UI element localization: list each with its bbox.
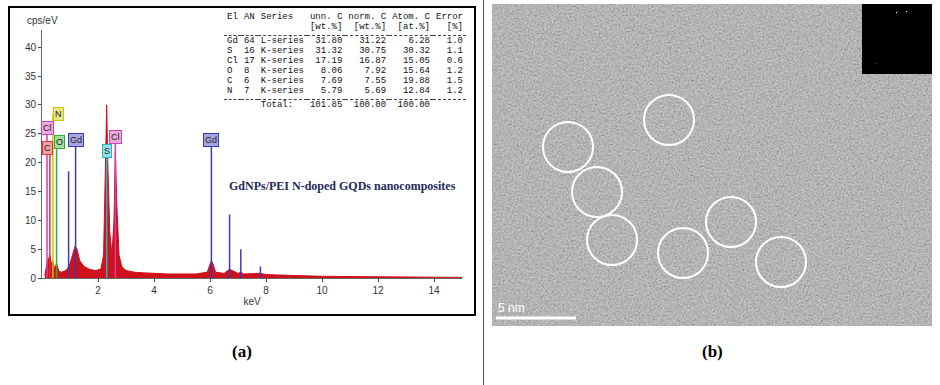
html-text:Total:: Total: (260, 100, 294, 110)
svg-text:0: 0 (30, 273, 36, 284)
html-text:31.32: 31.32 (315, 46, 343, 56)
html-text:0.6: 0.6 (446, 56, 463, 66)
html-text:S: S (227, 46, 233, 56)
svg-text:25: 25 (25, 128, 37, 139)
html-text:7: 7 (243, 86, 250, 96)
svg-text:keV: keV (243, 296, 261, 307)
html-text:Gd: Gd (227, 36, 238, 46)
html-text:7.92: 7.92 (364, 66, 387, 76)
html-text:N: N (227, 86, 233, 96)
html-text:1.2: 1.2 (446, 86, 463, 96)
html-text:unn. C: unn. C (310, 12, 343, 22)
html-text:Atom. C: Atom. C (392, 12, 430, 22)
html-text:100.00: 100.00 (397, 100, 430, 110)
svg-text:14: 14 (428, 285, 440, 296)
svg-text:15: 15 (25, 186, 37, 197)
svg-text:Gd: Gd (205, 135, 217, 145)
html-text:1.0: 1.0 (446, 36, 463, 46)
html-text:L-series: L-series (260, 36, 304, 46)
svg-text:Cl: Cl (43, 123, 52, 133)
html-text:1.5: 1.5 (446, 76, 463, 86)
html-text:64: 64 (243, 36, 255, 46)
html-text:K-series: K-series (260, 76, 304, 86)
svg-text:30: 30 (25, 99, 37, 110)
svg-text:N: N (55, 109, 62, 119)
html-text:101.85: 101.85 (310, 100, 343, 110)
svg-text:8: 8 (263, 285, 269, 296)
html-text:(a): (a) (232, 342, 252, 361)
html-text:31.80: 31.80 (315, 36, 343, 46)
html-text:K-series: K-series (260, 56, 304, 66)
html-text:(b): (b) (702, 342, 723, 361)
svg-text:35: 35 (25, 71, 37, 82)
html-text:17.19: 17.19 (315, 56, 343, 66)
html-text:8.06: 8.06 (320, 66, 343, 76)
html-text:19.88: 19.88 (403, 76, 430, 86)
html-text:AN: AN (243, 12, 255, 22)
html-text:1.1: 1.1 (446, 46, 463, 56)
html-text:30.32: 30.32 (403, 46, 430, 56)
html-text:Series: Series (260, 12, 294, 22)
html-text:7.69: 7.69 (320, 76, 343, 86)
html-text:1.2: 1.2 (446, 66, 463, 76)
html-text:100.00: 100.00 (353, 100, 387, 110)
svg-text:10: 10 (25, 215, 37, 226)
html-text:norm. C: norm. C (348, 12, 387, 22)
svg-text:10: 10 (316, 285, 328, 296)
svg-text:2: 2 (95, 285, 101, 296)
svg-text:Gd: Gd (70, 135, 82, 145)
html-text:12.84: 12.84 (403, 86, 430, 96)
html-text:30.75: 30.75 (359, 46, 387, 56)
html-text:Cl: Cl (227, 56, 238, 66)
svg-text:20: 20 (25, 157, 37, 168)
html-text:6.28: 6.28 (408, 36, 430, 46)
html-text:31.22: 31.22 (359, 36, 387, 46)
html-text:[wt.%]: [wt.%] (353, 22, 387, 32)
svg-text:cps/eV: cps/eV (27, 15, 58, 26)
svg-text:S: S (104, 146, 110, 156)
svg-text:Cl: Cl (111, 132, 120, 142)
html-text:El: El (227, 12, 238, 22)
svg-text:GdNPs/PEI N-doped GQDs nanocom: GdNPs/PEI N-doped GQDs nanocomposites (229, 179, 456, 193)
svg-text:5: 5 (30, 244, 36, 255)
html-text:Error: Error (436, 12, 463, 22)
svg-text:5 nm: 5 nm (498, 301, 525, 315)
html-text:K-series: K-series (260, 66, 304, 76)
html-text:O: O (227, 66, 233, 76)
html-text:C: C (227, 76, 233, 86)
html-text:6: 6 (243, 76, 250, 86)
html-text:15.64: 15.64 (403, 66, 430, 76)
svg-text:O: O (56, 137, 63, 147)
svg-text:40: 40 (25, 42, 37, 53)
html-text:5.69: 5.69 (364, 86, 387, 96)
html-text:[wt.%]: [wt.%] (310, 22, 343, 32)
html-text:15.05: 15.05 (403, 56, 430, 66)
html-text:5.79: 5.79 (320, 86, 343, 96)
html-text:16.87: 16.87 (359, 56, 387, 66)
html-text:16: 16 (243, 46, 255, 56)
svg-text:C: C (44, 143, 51, 153)
svg-text:4: 4 (151, 285, 157, 296)
svg-text:6: 6 (207, 285, 213, 296)
html-text:8: 8 (243, 66, 250, 76)
html-text:K-series: K-series (260, 46, 304, 56)
html-text:K-series: K-series (260, 86, 304, 96)
svg-text:12: 12 (372, 285, 384, 296)
html-text:7.55: 7.55 (364, 76, 387, 86)
html-text:[at.%]: [at.%] (397, 22, 430, 32)
html-text:17: 17 (243, 56, 255, 66)
